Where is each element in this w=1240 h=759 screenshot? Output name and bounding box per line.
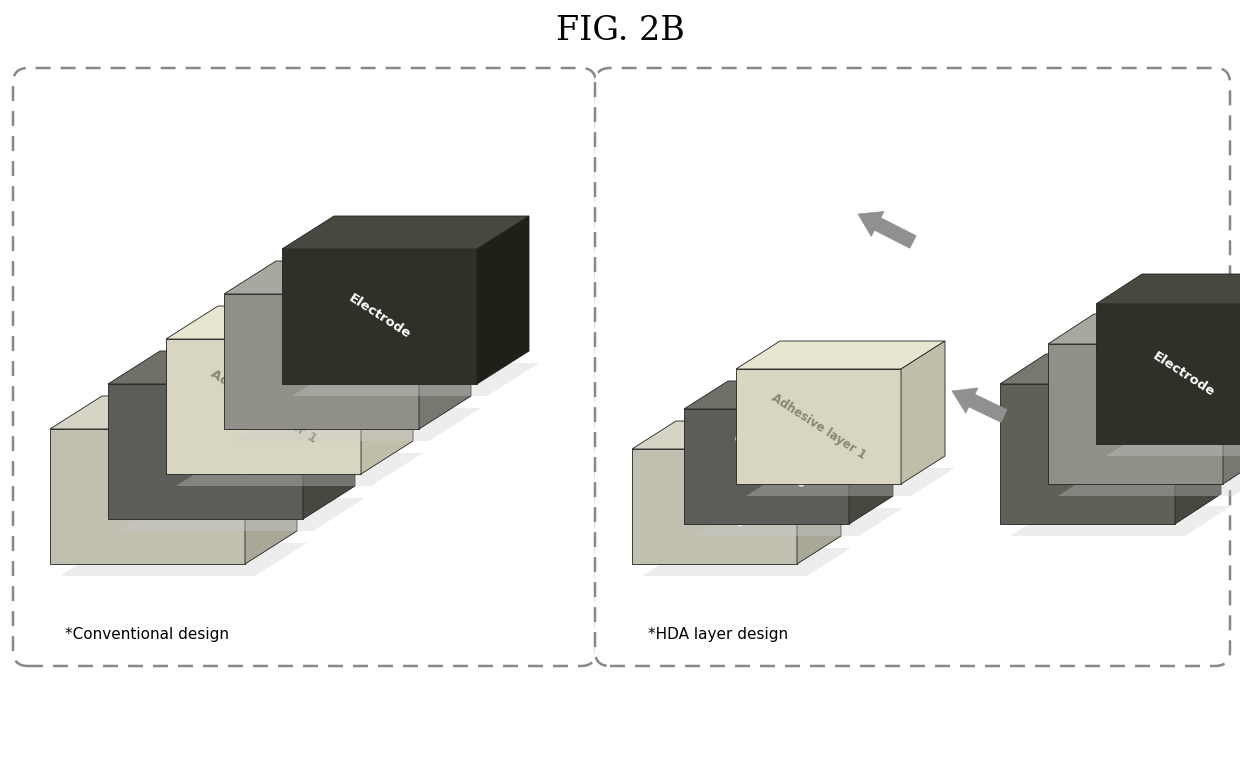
Text: GOx: GOx	[305, 348, 337, 375]
Polygon shape	[246, 396, 298, 564]
Polygon shape	[684, 409, 849, 524]
Polygon shape	[50, 396, 298, 429]
Polygon shape	[303, 351, 355, 519]
Polygon shape	[1106, 426, 1240, 456]
Polygon shape	[1058, 466, 1240, 496]
Polygon shape	[361, 306, 413, 474]
Polygon shape	[858, 212, 916, 248]
Polygon shape	[234, 408, 481, 441]
Polygon shape	[166, 306, 413, 339]
Text: Adhesive layer 1: Adhesive layer 1	[208, 367, 319, 446]
Polygon shape	[176, 453, 423, 486]
Polygon shape	[118, 498, 365, 531]
Text: Cross-linking
layer: Cross-linking layer	[723, 431, 811, 502]
Text: Membrane: Membrane	[682, 482, 748, 531]
Polygon shape	[224, 261, 471, 294]
Polygon shape	[108, 384, 303, 519]
Text: Electrode: Electrode	[346, 291, 413, 342]
Polygon shape	[50, 429, 246, 564]
Polygon shape	[632, 421, 841, 449]
Text: *Conventional design: *Conventional design	[64, 626, 229, 641]
Polygon shape	[1048, 314, 1240, 344]
Text: Membrane: Membrane	[110, 470, 185, 524]
Polygon shape	[999, 354, 1221, 384]
Polygon shape	[901, 341, 945, 484]
Text: FIG. 2B: FIG. 2B	[556, 15, 684, 47]
Polygon shape	[477, 216, 529, 384]
Polygon shape	[281, 249, 477, 384]
Polygon shape	[737, 369, 901, 484]
Polygon shape	[999, 384, 1176, 524]
Polygon shape	[419, 261, 471, 429]
Polygon shape	[737, 341, 945, 369]
Text: *HDA layer design: *HDA layer design	[649, 626, 789, 641]
Text: Adhesive layer 1: Adhesive layer 1	[769, 391, 868, 462]
Polygon shape	[224, 294, 419, 429]
Polygon shape	[694, 508, 903, 536]
Polygon shape	[642, 548, 851, 576]
Polygon shape	[684, 381, 893, 409]
FancyBboxPatch shape	[12, 68, 596, 666]
Text: Electrode: Electrode	[1149, 349, 1216, 398]
Polygon shape	[1223, 314, 1240, 484]
Polygon shape	[1048, 344, 1223, 484]
FancyBboxPatch shape	[595, 68, 1230, 666]
Polygon shape	[1011, 506, 1231, 536]
Polygon shape	[108, 351, 355, 384]
Polygon shape	[1096, 304, 1240, 444]
Polygon shape	[849, 381, 893, 524]
Polygon shape	[166, 339, 361, 474]
Polygon shape	[797, 421, 841, 564]
Text: HDA: HDA	[1070, 439, 1105, 468]
Text: GOx: GOx	[1120, 400, 1152, 428]
Polygon shape	[291, 363, 539, 396]
Polygon shape	[281, 216, 529, 249]
Polygon shape	[1096, 274, 1240, 304]
Polygon shape	[632, 449, 797, 564]
Text: Cross-linking
layer: Cross-linking layer	[156, 413, 254, 490]
Polygon shape	[1176, 354, 1221, 524]
Polygon shape	[952, 388, 1007, 422]
Polygon shape	[60, 543, 308, 576]
Polygon shape	[746, 468, 955, 496]
